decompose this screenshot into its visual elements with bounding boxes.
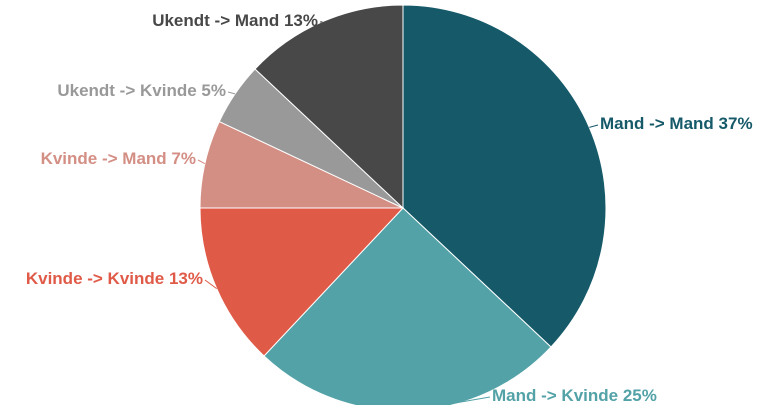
slice-value-label: 13% [284, 11, 318, 30]
slice-category: Mand -> Kvinde [492, 386, 618, 405]
leader-line [204, 279, 217, 290]
slice-label: Ukendt -> Kvinde 5% [57, 81, 226, 100]
slice-category: Ukendt -> Mand [152, 11, 279, 30]
slice-label: Mand -> Mand 37% [600, 114, 753, 133]
slice-category: Ukendt -> Kvinde [57, 81, 196, 100]
slice-value-label: 37% [719, 114, 753, 133]
leader-line [440, 396, 491, 405]
slice-category: Kvinde -> Kvinde [26, 269, 164, 288]
slice-value-label: 7% [171, 149, 196, 168]
leader-line [227, 91, 236, 95]
leader-line [589, 124, 599, 128]
slice-label: Mand -> Kvinde 25% [492, 386, 657, 405]
slice-category: Kvinde -> Mand [41, 149, 167, 168]
pie-slice [199, 207, 405, 357]
pie-slice [263, 207, 552, 405]
slice-value-label: 13% [169, 269, 203, 288]
slice-label: Kvinde -> Kvinde 13% [26, 269, 203, 288]
slice-value-label: 5% [201, 81, 226, 100]
slice-label: Kvinde -> Mand 7% [41, 149, 196, 168]
slice-value-label: 25% [623, 386, 657, 405]
leader-line [197, 159, 206, 165]
slice-label: Ukendt -> Mand 13% [152, 11, 318, 30]
slice-category: Mand -> Mand [600, 114, 714, 133]
